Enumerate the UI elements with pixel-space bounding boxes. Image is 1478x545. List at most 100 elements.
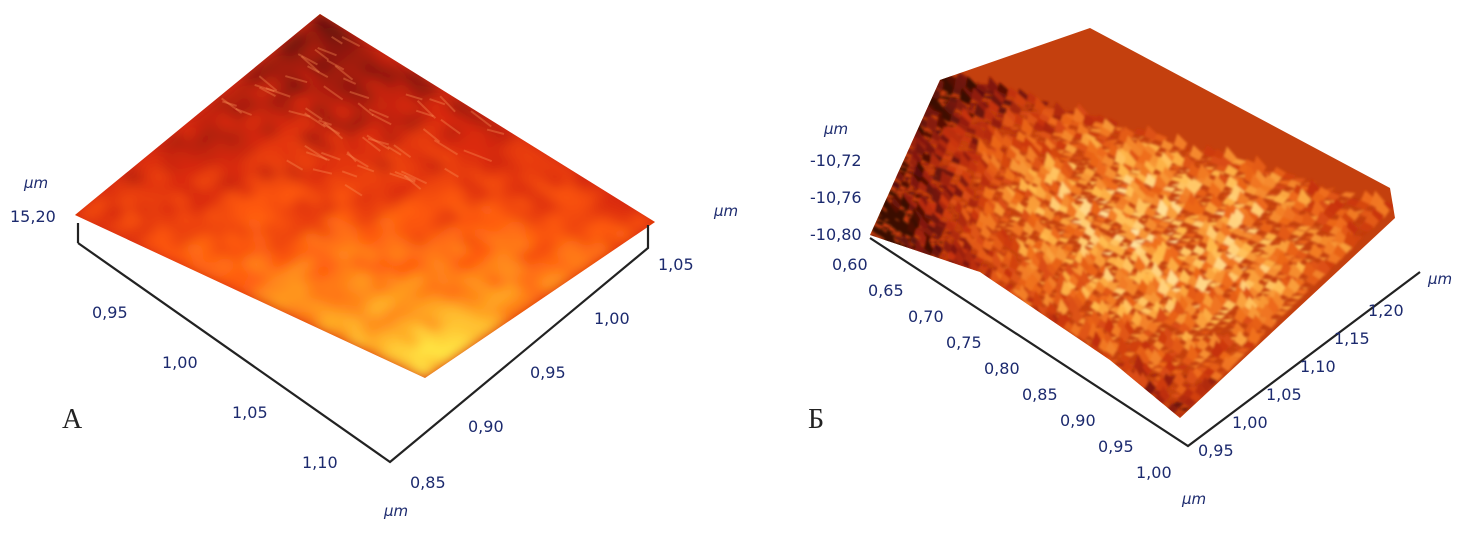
surface-cell	[946, 166, 958, 173]
surface-cell	[1152, 367, 1165, 373]
surface-cell	[1305, 228, 1321, 235]
surface-cell	[1072, 353, 1084, 358]
surface-cell	[966, 150, 978, 155]
surface-cell	[1183, 253, 1197, 266]
surface-cell	[1142, 195, 1156, 205]
surface-cell	[937, 262, 947, 282]
x-tick-b-1: 0,65	[868, 281, 904, 300]
surface-cell	[1082, 189, 1095, 193]
surface-cell	[1253, 255, 1268, 266]
surface-cell	[1220, 355, 1234, 372]
surface-cell	[1078, 351, 1090, 363]
surface-cell	[927, 166, 939, 169]
surface-cell	[1113, 176, 1127, 181]
surface-cell	[940, 169, 951, 189]
surface-cell	[1163, 318, 1176, 326]
surface-cell	[1232, 227, 1246, 237]
surface-cell	[1145, 363, 1157, 369]
surface-cell	[1174, 216, 1188, 221]
surface-cell	[1175, 226, 1188, 236]
surface-cell	[1028, 313, 1040, 327]
surface-cell	[1173, 356, 1187, 362]
surface-cell	[1024, 170, 1036, 185]
surface-streak	[366, 134, 390, 151]
surface-cell	[1009, 252, 1020, 273]
surface-cell	[990, 287, 1001, 298]
surface-streak	[444, 167, 459, 178]
surface-cell	[1193, 177, 1207, 185]
surface-cell	[1166, 269, 1179, 288]
surface-cell	[1162, 186, 1177, 193]
surface-cell	[1104, 166, 1118, 180]
surface-cell	[1254, 246, 1268, 250]
z-tick-b-1: -10,76	[810, 188, 862, 207]
surface-cell	[1179, 238, 1193, 243]
surface-cell	[931, 247, 941, 259]
surface-cell	[1030, 131, 1043, 135]
surface-cell	[1010, 216, 1021, 222]
surface-cell	[1038, 331, 1050, 338]
surface-streak	[285, 75, 308, 84]
surface-cell	[1175, 243, 1189, 248]
surface-cell	[1149, 348, 1162, 367]
surface-cell	[1189, 144, 1204, 161]
surface-cell	[1300, 284, 1315, 290]
surface-streak	[288, 110, 311, 118]
surface-cell	[951, 113, 964, 120]
surface-cell	[1037, 223, 1049, 228]
surface-cell	[1242, 341, 1256, 349]
surface-cell	[985, 212, 997, 232]
surface-cell	[967, 159, 979, 173]
surface-cell	[1175, 270, 1188, 275]
y-tick-b-0: 0,95	[1198, 441, 1234, 460]
surface-cell	[1038, 280, 1050, 285]
surface-cell	[1021, 108, 1034, 111]
surface-streak	[326, 59, 345, 71]
surface-cell	[1056, 310, 1068, 331]
surface-cell	[1159, 349, 1172, 353]
base-axes-b	[869, 237, 1421, 448]
surface-cell	[1105, 202, 1118, 208]
surface-cell	[1134, 254, 1147, 274]
surface-cell	[1272, 239, 1287, 243]
surface-cell	[1158, 233, 1171, 242]
surface-cell	[1137, 244, 1151, 253]
surface-cell	[1040, 219, 1052, 224]
z-unit-a: µm	[23, 174, 48, 192]
surface-cell	[1114, 142, 1128, 149]
surface-cell	[1094, 279, 1107, 295]
surface-cell	[1259, 214, 1274, 218]
surface-cell	[974, 103, 987, 120]
surface-cell	[407, 362, 437, 378]
surface-cell	[1282, 201, 1297, 207]
surface-cell	[1155, 306, 1168, 325]
surface-cell	[1098, 210, 1111, 218]
surface-cell	[1042, 277, 1054, 296]
surface-cell	[938, 96, 951, 101]
surface-cell	[1129, 297, 1142, 302]
surface-cell	[1079, 193, 1092, 198]
surface-cell	[1188, 254, 1202, 259]
y-unit-b: µm	[1427, 270, 1452, 288]
surface-cell	[1082, 302, 1095, 306]
surface-cell	[977, 244, 988, 262]
surface-cell	[1042, 320, 1053, 336]
surface-cell	[1014, 92, 1027, 107]
surface-cell	[1004, 226, 1016, 231]
surface-cell	[1060, 265, 1072, 270]
surface-cell	[959, 201, 970, 206]
surface-cell	[1070, 250, 1082, 256]
surface-cell	[972, 117, 984, 121]
surface-cell	[990, 116, 1003, 130]
surface-cell	[1001, 178, 1013, 185]
surface-cell	[1291, 229, 1306, 237]
surface-cell	[974, 123, 987, 140]
surface-cell	[1263, 195, 1278, 201]
surface-cell	[1086, 214, 1099, 220]
surface-cell	[1033, 96, 1047, 114]
surface-cell	[1186, 343, 1199, 363]
surface-cell	[1345, 198, 1361, 207]
surface-cell	[948, 162, 960, 169]
surface-cell	[971, 87, 984, 104]
surface-cell	[1086, 131, 1099, 138]
